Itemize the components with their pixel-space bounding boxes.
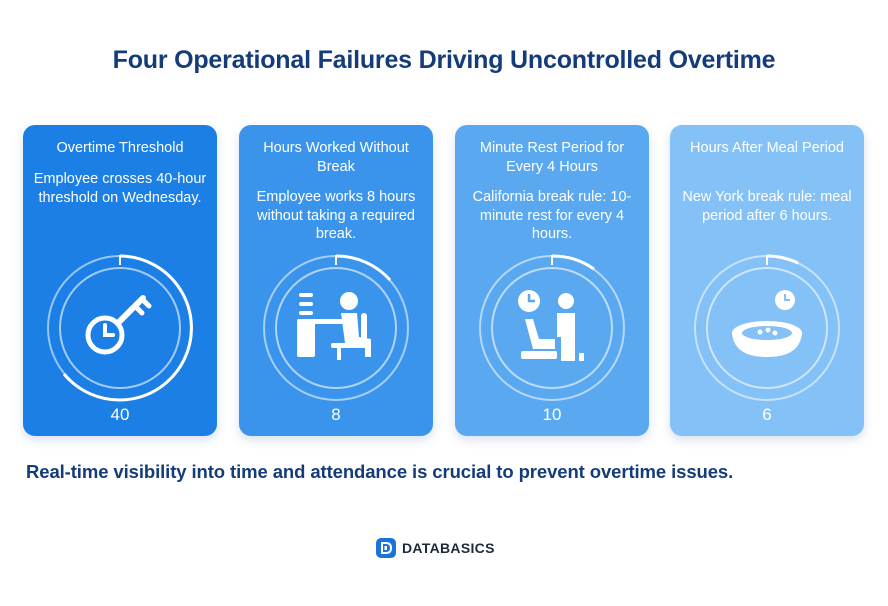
desk-worker-icon <box>297 292 371 360</box>
rest-break-icon <box>518 290 584 361</box>
card-value: 6 <box>762 405 772 424</box>
progress-ring <box>47 254 193 402</box>
card-overtime-threshold: Overtime Threshold Employee crosses 40-h… <box>23 125 217 436</box>
card-meal-period: Hours After Meal Period New York break r… <box>670 125 864 436</box>
progress-ring <box>263 254 409 401</box>
progress-ring <box>479 254 625 401</box>
card-rest-period: Minute Rest Period for Every 4 Hours Cal… <box>455 125 649 436</box>
footer-message: Real-time visibility into time and atten… <box>26 461 734 482</box>
card-description: California break rule: 10-minute rest fo… <box>472 189 632 242</box>
key-clock-icon <box>85 295 152 355</box>
card-description: Employee crosses 40-hour threshold on We… <box>33 171 207 206</box>
card-description: New York break rule: meal period after 6… <box>682 189 852 224</box>
progress-ring <box>694 254 840 401</box>
card-value: 40 <box>110 405 130 424</box>
card-hours-without-break: Hours Worked Without Break Employee work… <box>239 125 433 436</box>
card-value: 8 <box>331 405 341 424</box>
card-heading: Overtime Threshold <box>56 140 184 156</box>
page-title: Four Operational Failures Driving Uncont… <box>112 46 776 74</box>
brand-name: DATABASICS <box>402 540 495 556</box>
card-value: 10 <box>542 405 562 424</box>
meal-bowl-icon <box>732 290 802 357</box>
card-heading: Hours After Meal Period <box>690 140 844 156</box>
card-description: Employee works 8 hours without taking a … <box>256 189 416 242</box>
card-heading: Minute Rest Period for Every 4 Hours <box>479 140 625 175</box>
databasics-logo-icon <box>376 538 396 558</box>
card-heading: Hours Worked Without Break <box>263 140 409 175</box>
brand-logo: DATABASICS <box>376 538 495 558</box>
